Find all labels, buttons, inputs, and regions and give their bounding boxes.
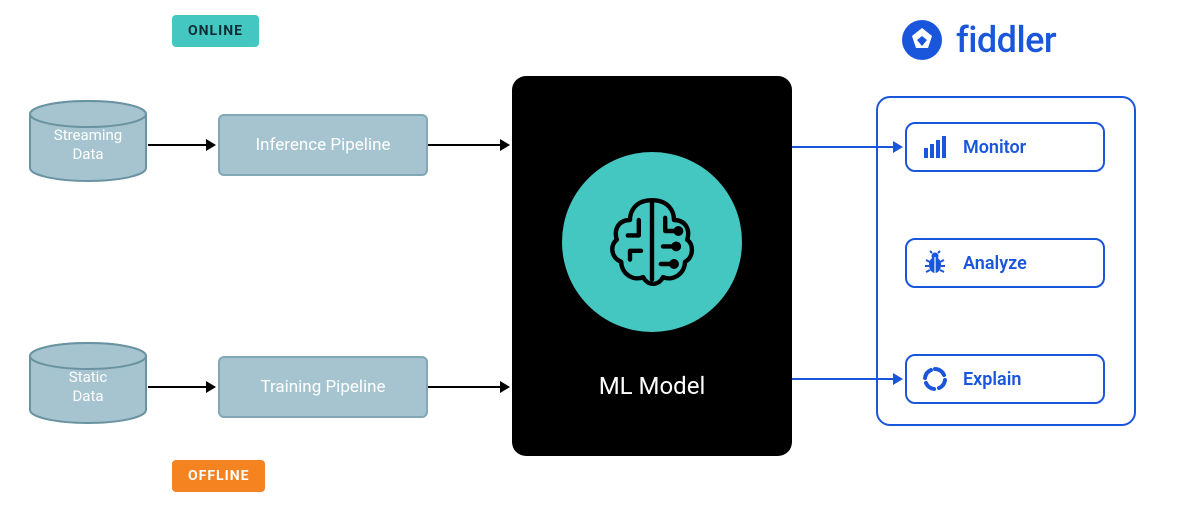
bug-icon bbox=[921, 249, 949, 277]
arrow-head bbox=[206, 381, 216, 393]
inference-pipeline-label: Inference Pipeline bbox=[256, 135, 391, 155]
static-data-cylinder: Static Data bbox=[28, 342, 148, 422]
ml-model-label: ML Model bbox=[599, 372, 706, 400]
explain-card: Explain bbox=[905, 354, 1105, 404]
arrow-line bbox=[792, 378, 895, 380]
arrow-line bbox=[148, 386, 208, 388]
arrow-head bbox=[893, 373, 903, 385]
arrow-head bbox=[206, 139, 216, 151]
arrow-head bbox=[893, 141, 903, 153]
analyze-card: Analyze bbox=[905, 238, 1105, 288]
online-badge: ONLINE bbox=[172, 15, 259, 47]
fiddler-logo: fiddler bbox=[900, 18, 1056, 62]
ml-model-circle bbox=[562, 152, 742, 332]
segmented-circle-icon bbox=[921, 365, 949, 393]
static-data-label: Static Data bbox=[28, 368, 148, 406]
explain-card-label: Explain bbox=[963, 369, 1021, 390]
brain-icon bbox=[597, 187, 707, 297]
arrow-head bbox=[500, 139, 510, 151]
online-badge-text: ONLINE bbox=[188, 23, 243, 39]
fiddler-logo-icon bbox=[900, 18, 944, 62]
training-pipeline-label: Training Pipeline bbox=[260, 377, 385, 397]
offline-badge-text: OFFLINE bbox=[188, 468, 249, 484]
arrow-line bbox=[428, 144, 502, 146]
arrow-line bbox=[792, 146, 895, 148]
arrow-line bbox=[148, 144, 208, 146]
inference-pipeline-box: Inference Pipeline bbox=[218, 114, 428, 176]
arrow-head bbox=[500, 381, 510, 393]
streaming-data-cylinder: Streaming Data bbox=[28, 100, 148, 180]
bar-chart-icon bbox=[921, 133, 949, 161]
monitor-card-label: Monitor bbox=[963, 137, 1026, 158]
streaming-data-label: Streaming Data bbox=[28, 126, 148, 164]
monitor-card: Monitor bbox=[905, 122, 1105, 172]
analyze-card-label: Analyze bbox=[963, 253, 1027, 274]
fiddler-logo-text: fiddler bbox=[956, 19, 1056, 61]
arrow-line bbox=[428, 386, 502, 388]
training-pipeline-box: Training Pipeline bbox=[218, 356, 428, 418]
offline-badge: OFFLINE bbox=[172, 460, 265, 492]
ml-model-box: ML Model bbox=[512, 76, 792, 456]
